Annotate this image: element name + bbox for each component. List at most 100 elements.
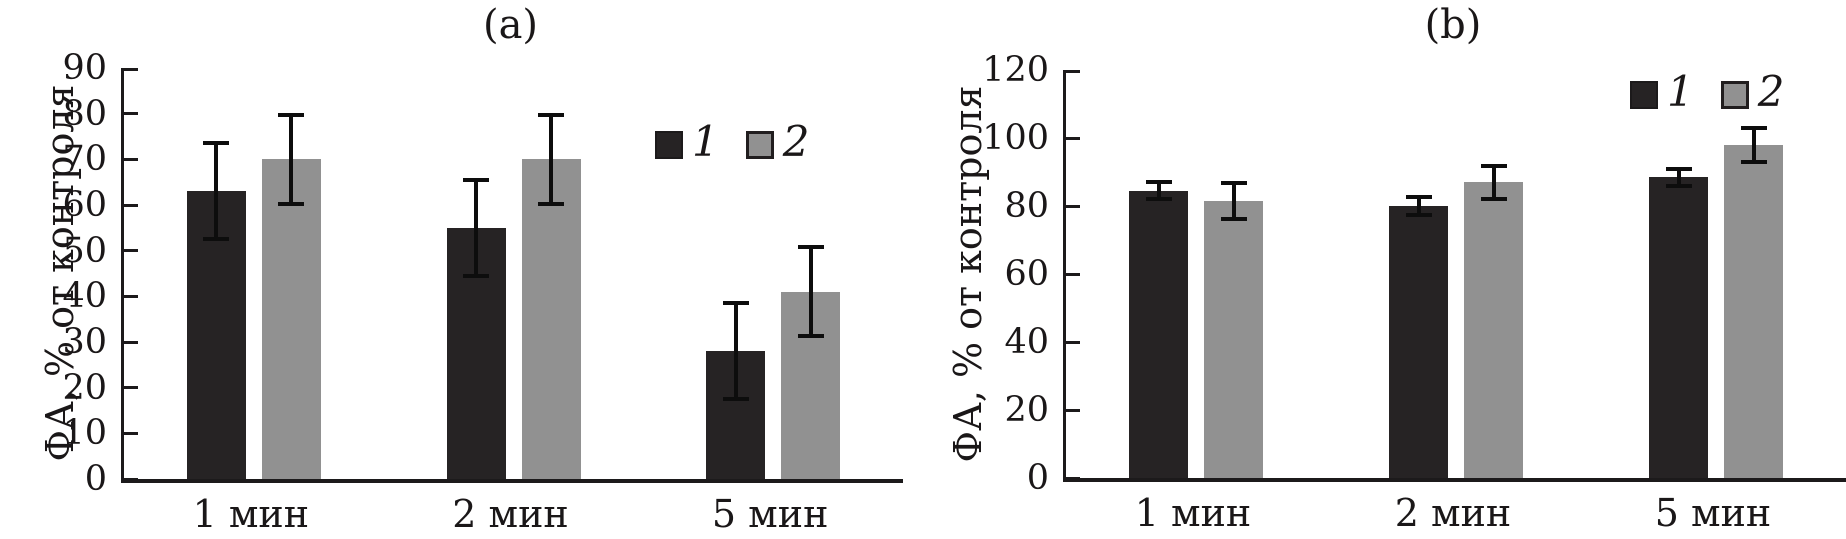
y-axis-tick	[1066, 136, 1080, 140]
error-bar-line	[214, 143, 218, 239]
error-bar-cap-top	[1741, 126, 1767, 130]
y-axis-tick	[124, 477, 138, 481]
error-bar-cap-top	[1481, 164, 1507, 168]
y-tick-label: 20	[62, 367, 107, 408]
y-tick-label: 80	[62, 93, 107, 134]
y-axis-tick	[1066, 70, 1080, 73]
y-axis-tick	[1066, 408, 1080, 412]
bar-series1-2 мин	[1389, 206, 1448, 478]
error-bar-cap-bottom	[798, 334, 824, 338]
error-bar-line	[1232, 183, 1236, 220]
y-axis-tick	[124, 249, 138, 253]
legend-swatch-series2	[1720, 80, 1749, 109]
bar-series2-5 мин	[1724, 145, 1783, 478]
error-bar-cap-bottom	[538, 202, 564, 206]
error-bar-line	[1752, 128, 1756, 162]
error-bar-cap-top	[463, 178, 489, 182]
error-bar-line	[549, 115, 553, 204]
x-category-label: 2 мин	[452, 492, 569, 536]
x-category-label: 2 мин	[1394, 491, 1512, 535]
panel-a-legend: 1 2	[655, 117, 810, 169]
y-tick-label: 40	[62, 276, 107, 317]
bar-series2-1 мин	[262, 159, 321, 479]
y-axis-tick	[1066, 272, 1080, 276]
error-bar-cap-bottom	[1146, 197, 1172, 201]
error-bar-cap-bottom	[463, 274, 489, 278]
error-bar-line	[289, 115, 293, 204]
y-tick-label: 10	[62, 413, 107, 454]
y-axis-tick	[1066, 340, 1080, 344]
error-bar-cap-top	[203, 141, 229, 145]
legend-label-series1: 1	[1667, 67, 1694, 116]
bar-series1-1 мин	[1129, 191, 1188, 478]
error-bar-cap-bottom	[203, 237, 229, 241]
bar-series1-5 мин	[1649, 177, 1708, 478]
y-axis-tick	[1066, 204, 1080, 208]
error-bar-line	[1417, 197, 1421, 215]
y-tick-label: 60	[62, 185, 107, 225]
y-axis-tick	[124, 157, 138, 161]
panel-a-plot-area	[121, 68, 903, 483]
bar-series2-2 мин	[522, 159, 581, 479]
x-category-label: 1 мин	[192, 492, 310, 536]
panel-b-legend: 1 2	[1630, 67, 1785, 119]
y-tick-label: 50	[62, 230, 107, 271]
x-category-label: 5 мин	[1654, 491, 1772, 535]
legend-swatch-series1	[655, 130, 683, 159]
error-bar-cap-bottom	[723, 397, 749, 401]
x-category-label: 1 мин	[1134, 491, 1252, 535]
x-category-label: 5 мин	[711, 492, 829, 536]
y-axis-tick	[1066, 476, 1080, 480]
bar-series2-1 мин	[1204, 201, 1263, 478]
y-axis-tick	[124, 294, 138, 298]
error-bar-cap-bottom	[1221, 217, 1247, 221]
error-bar-cap-bottom	[1481, 197, 1507, 201]
error-bar-line	[1492, 166, 1496, 199]
error-bar-cap-top	[723, 301, 749, 305]
y-tick-label: 30	[62, 322, 107, 362]
error-bar-cap-top	[1666, 167, 1692, 171]
error-bar-cap-top	[1406, 195, 1432, 199]
legend-label-series1: 1	[692, 117, 719, 166]
y-tick-label: 0	[1026, 458, 1049, 498]
panel-a-title: (a)	[482, 2, 539, 48]
error-bar-cap-top	[1221, 181, 1247, 185]
legend-swatch-series1	[1630, 80, 1658, 109]
legend-swatch-series2	[745, 130, 774, 159]
legend-label-series2: 2	[782, 117, 810, 166]
y-tick-label: 80	[1004, 186, 1049, 226]
legend-label-series2: 2	[1757, 67, 1785, 116]
error-bar-cap-bottom	[1666, 184, 1692, 188]
y-tick-label: 40	[1004, 322, 1049, 362]
panel-b-plot-area	[1063, 70, 1846, 482]
y-axis-tick	[124, 112, 138, 116]
error-bar-cap-top	[1146, 180, 1172, 184]
y-axis-tick	[124, 386, 138, 390]
y-axis-tick	[124, 340, 138, 344]
error-bar-line	[734, 303, 738, 399]
error-bar-cap-top	[798, 245, 824, 249]
error-bar-line	[1677, 169, 1681, 186]
error-bar-cap-top	[278, 113, 304, 117]
error-bar-cap-bottom	[1406, 213, 1432, 217]
error-bar-cap-top	[538, 113, 564, 117]
error-bar-line	[809, 247, 813, 336]
y-axis-tick	[124, 203, 138, 207]
y-tick-label: 70	[62, 139, 107, 180]
y-tick-label: 60	[1004, 254, 1049, 294]
y-tick-label: 100	[982, 118, 1049, 158]
y-tick-label: 20	[1004, 390, 1049, 430]
y-tick-label: 90	[62, 48, 107, 88]
y-tick-label: 120	[982, 50, 1049, 90]
bar-series2-2 мин	[1464, 182, 1523, 478]
error-bar-line	[474, 180, 478, 276]
y-tick-label: 0	[84, 459, 107, 499]
error-bar-cap-bottom	[1741, 160, 1767, 164]
y-axis-tick	[124, 68, 138, 71]
error-bar-cap-bottom	[278, 202, 304, 206]
error-bar-line	[1157, 182, 1161, 199]
panel-b-title: (b)	[1424, 2, 1482, 48]
